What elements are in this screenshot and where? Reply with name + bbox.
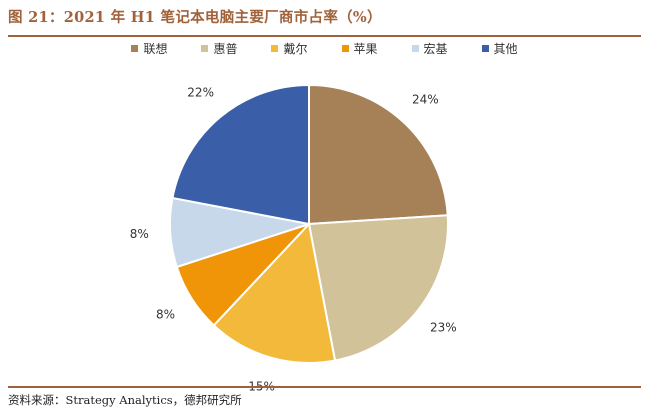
legend-label: 其他: [493, 42, 518, 56]
pie-slice: [307, 214, 449, 362]
slice-data-label: 22%: [187, 86, 214, 100]
legend-item: 惠普: [201, 40, 237, 57]
legend-label: 苹果: [353, 42, 378, 56]
legend-item: 苹果: [341, 40, 378, 57]
legend-swatch: [201, 45, 209, 52]
legend-swatch: [271, 45, 279, 52]
legend-label: 戴尔: [283, 42, 308, 56]
pie-slice: [171, 83, 310, 226]
legend-item: 其他: [481, 40, 518, 57]
source-note: 资料来源：Strategy Analytics，德邦研究所: [8, 393, 242, 407]
source-divider: [8, 386, 641, 388]
legend-label: 惠普: [213, 42, 238, 56]
slice-data-label: 8%: [130, 227, 149, 241]
legend-item: 戴尔: [271, 40, 308, 57]
legend-item: 联想: [131, 40, 167, 57]
slice-data-label: 24%: [412, 93, 439, 107]
legend-item: 宏基: [411, 40, 448, 57]
slice-data-label: 23%: [430, 321, 457, 335]
legend-swatch: [341, 45, 349, 52]
slice-data-label: 8%: [156, 308, 175, 322]
pie-slices: [169, 83, 449, 364]
pie-slice: [308, 83, 449, 226]
legend-label: 联想: [143, 42, 168, 56]
legend-swatch: [411, 45, 419, 52]
legend-swatch: [481, 45, 489, 52]
legend-swatch: [131, 45, 139, 52]
pie-slice: [212, 221, 337, 364]
pie-labels: 24%23%15%8%8%22%: [130, 86, 457, 394]
figure-title: 图 21：2021 年 H1 笔记本电脑主要厂商市占率（%）: [8, 9, 382, 26]
legend-label: 宏基: [423, 42, 448, 56]
title-divider: [8, 35, 641, 37]
chart-legend: 联想 惠普 戴尔 苹果 宏基 其他: [0, 40, 649, 57]
